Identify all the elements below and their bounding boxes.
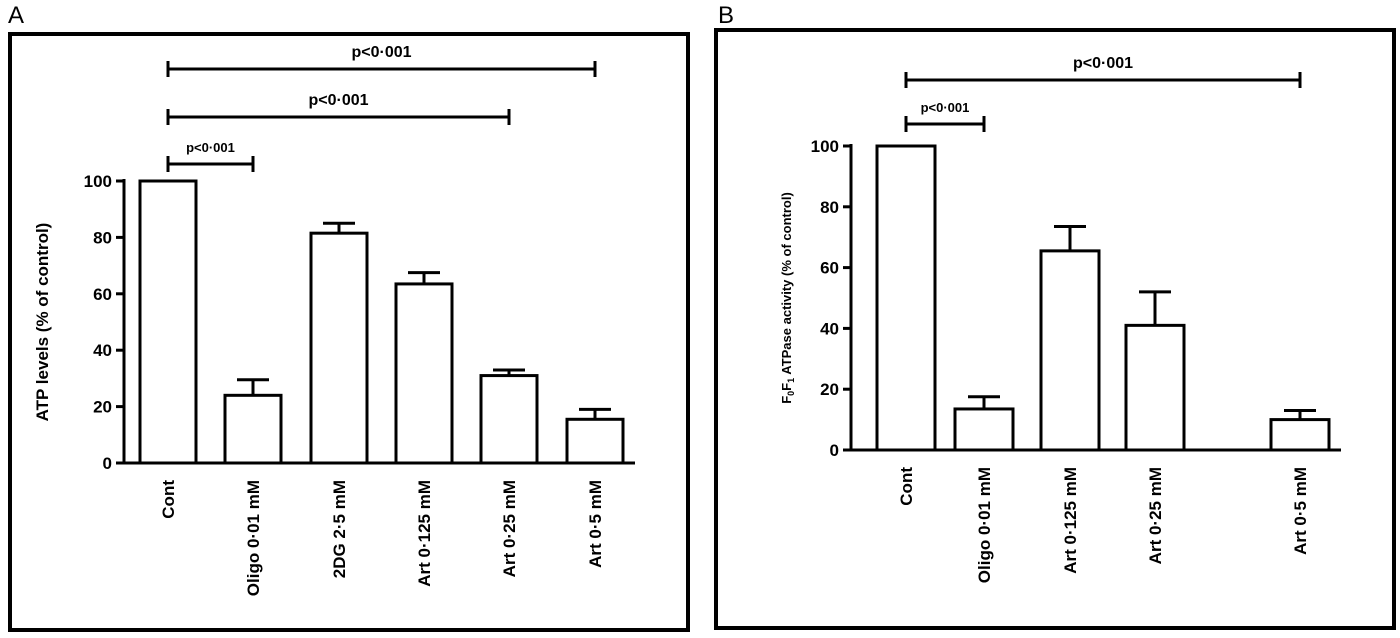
category-label: Art 0·125 mM (415, 480, 434, 587)
panel-b-letter: B (718, 2, 735, 29)
category-label: Art 0·125 mM (1061, 467, 1080, 574)
chart-panel-b: 0 20 40 60 80 100 F0F1 ATPase activity (% of c… (779, 55, 1341, 583)
y-tick-label: 80 (93, 228, 112, 247)
bar (1269, 418, 1331, 452)
significance-label: p<0·001 (351, 44, 411, 61)
y-tick-label: 60 (93, 285, 112, 304)
bar (223, 393, 283, 465)
bar (953, 407, 1015, 452)
bar (309, 231, 369, 465)
y-tick-label: 0 (830, 441, 839, 460)
y-axis-label: F0F1 ATPase activity (% of control) (779, 192, 796, 404)
category-label: Oligo 0·01 mM (975, 467, 994, 583)
chart-panel-a: 0 20 40 60 80 100 ATP levels (% of control) Con… (33, 44, 635, 596)
bar (479, 374, 539, 465)
y-tick-label: 80 (820, 198, 839, 217)
panel-b-frame (714, 28, 1396, 630)
y-tick-label: 60 (820, 259, 839, 278)
bar (875, 144, 937, 452)
significance-label: p<0·001 (921, 100, 970, 115)
significance-label: p<0·001 (186, 140, 235, 155)
category-label: Art 0·25 mM (1146, 467, 1165, 564)
y-tick-label: 20 (820, 380, 839, 399)
y-tick-label: 100 (811, 137, 839, 156)
bar (1124, 323, 1186, 452)
bar (394, 282, 454, 465)
bar (565, 417, 625, 465)
category-label: Cont (159, 480, 178, 519)
category-label: Art 0·25 mM (500, 480, 519, 577)
panel-a-letter: A (8, 2, 25, 29)
category-label: Oligo 0·01 mM (244, 480, 263, 596)
y-tick-label: 20 (93, 398, 112, 417)
y-tick-label: 40 (93, 341, 112, 360)
y-tick-label: 40 (820, 319, 839, 338)
bar (1039, 249, 1101, 452)
category-label: Cont (897, 467, 916, 506)
category-label: Art 0·5 mM (1291, 467, 1310, 555)
category-label: Art 0·5 mM (586, 480, 605, 568)
bar (138, 179, 198, 465)
significance-label: p<0·001 (308, 92, 368, 109)
significance-label: p<0·001 (1073, 55, 1133, 72)
category-label: 2DG 2·5 mM (330, 480, 349, 578)
y-tick-label: 100 (84, 172, 112, 191)
y-tick-label: 0 (103, 454, 112, 473)
panel-a-frame (8, 32, 690, 632)
y-axis-label: ATP levels (% of control) (33, 223, 52, 422)
